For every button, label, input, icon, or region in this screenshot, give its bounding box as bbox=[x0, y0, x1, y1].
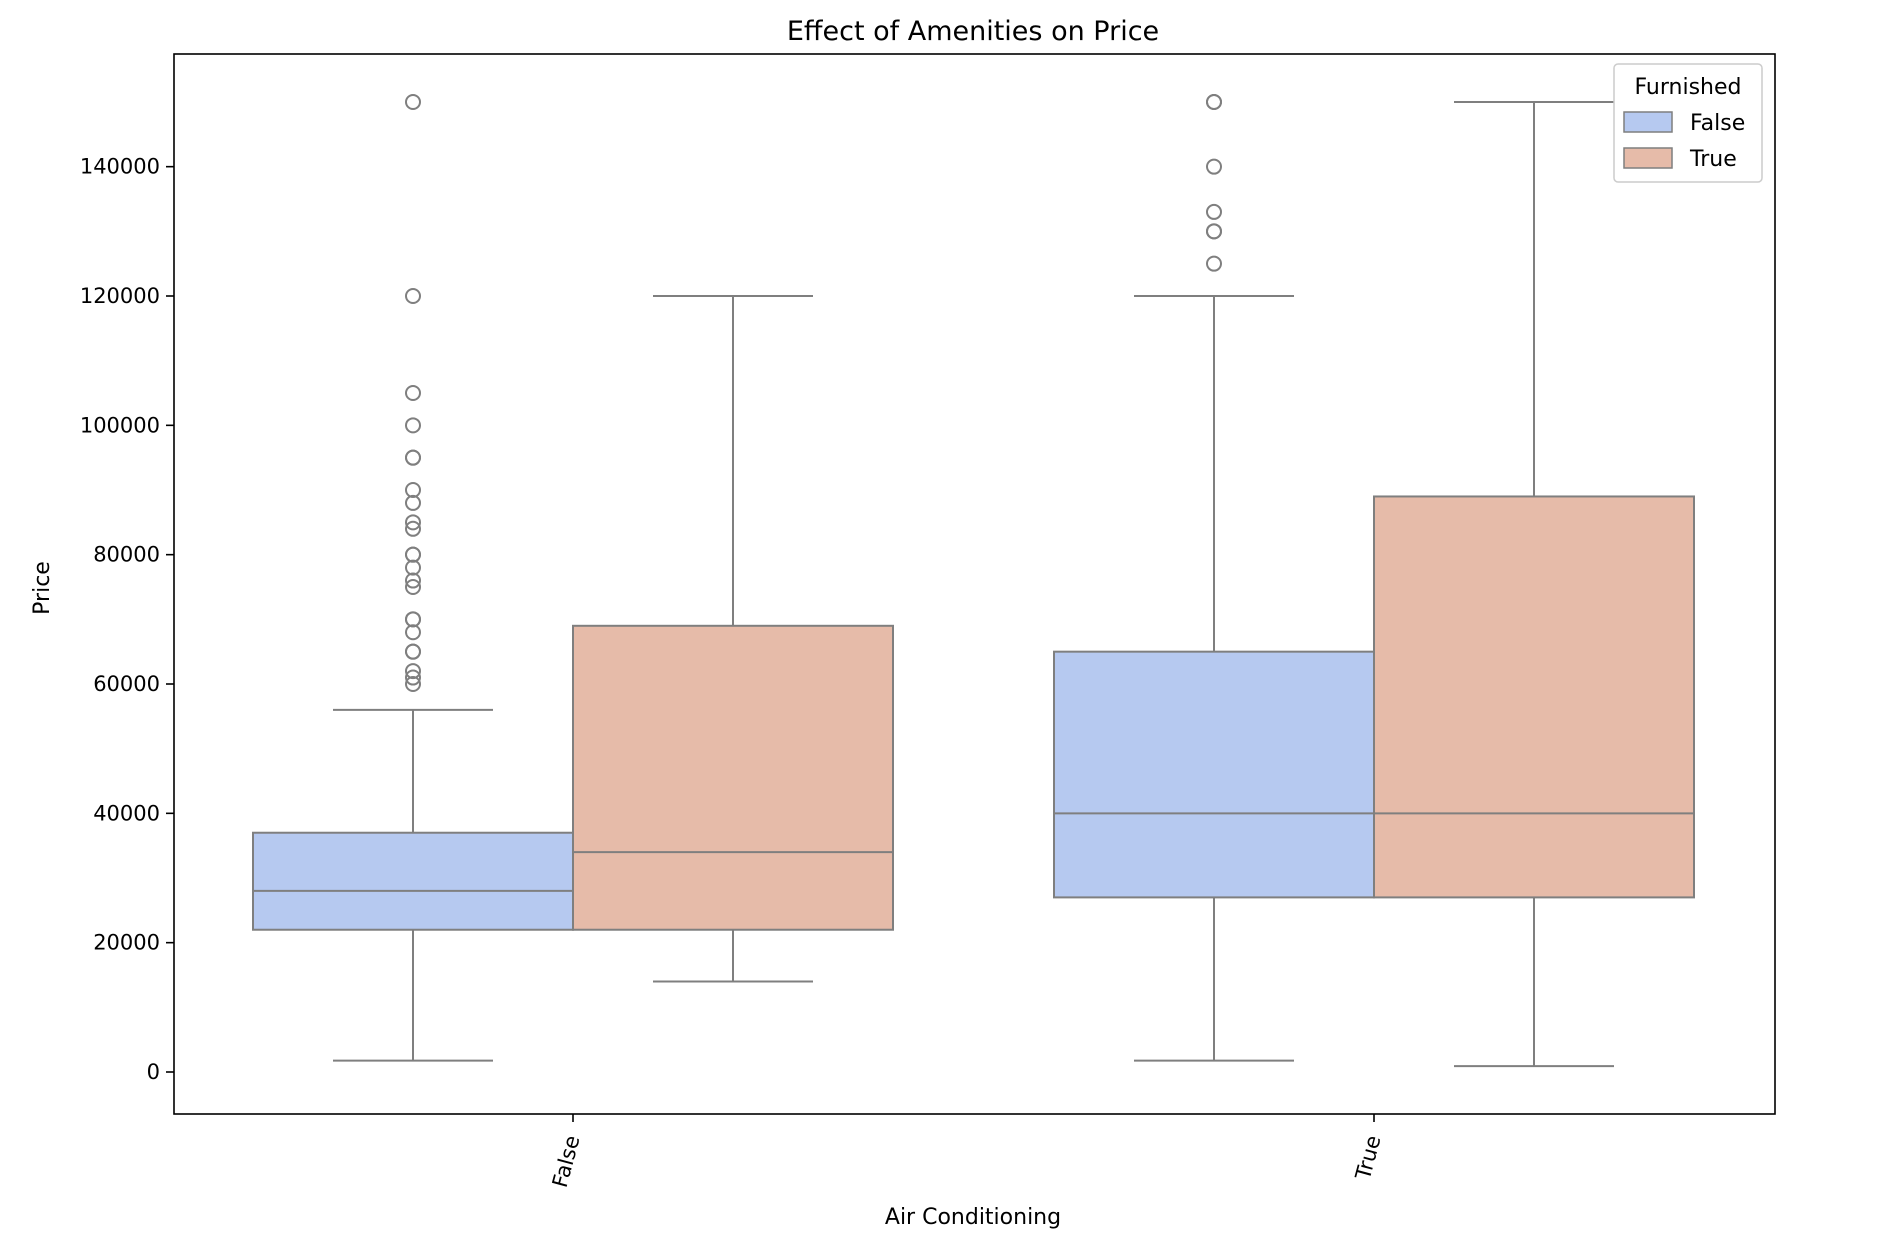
y-tick-label: 80000 bbox=[93, 543, 160, 567]
y-tick-label: 40000 bbox=[93, 801, 160, 825]
outlier-point bbox=[405, 494, 421, 511]
legend-label-false: False bbox=[1690, 111, 1745, 136]
y-tick-label: 60000 bbox=[93, 672, 160, 696]
outlier-point bbox=[405, 385, 421, 401]
outlier-point bbox=[405, 94, 421, 110]
box-iqr bbox=[1053, 650, 1375, 899]
y-tick-label: 140000 bbox=[80, 155, 160, 179]
outlier-point bbox=[1206, 158, 1222, 175]
outlier-point bbox=[405, 449, 421, 466]
x-axis: False True bbox=[548, 1114, 1386, 1190]
y-axis-label: Price bbox=[30, 561, 55, 615]
outlier-point bbox=[405, 643, 421, 660]
outlier-point bbox=[1206, 223, 1222, 240]
box-group-true-true bbox=[1373, 101, 1695, 1068]
outlier-point bbox=[405, 624, 421, 641]
chart-title: Effect of Amenities on Price bbox=[787, 16, 1159, 47]
box-group-false-true bbox=[1053, 94, 1375, 1062]
outlier-point bbox=[405, 669, 421, 686]
box-iqr bbox=[252, 831, 574, 931]
outlier-point bbox=[405, 579, 421, 595]
outlier-point bbox=[1206, 94, 1222, 110]
outlier-point bbox=[405, 546, 421, 563]
legend: Furnished False True bbox=[1613, 63, 1763, 183]
legend-swatch-true bbox=[1623, 147, 1673, 169]
y-tick-label: 0 bbox=[147, 1060, 160, 1084]
box-group-true-false bbox=[572, 295, 894, 983]
y-axis: 0 20000 40000 60000 80000 100000 120000 140000 bbox=[80, 155, 174, 1084]
outlier-point bbox=[405, 514, 421, 531]
plot-marks bbox=[252, 94, 1695, 1068]
box-iqr bbox=[572, 624, 894, 931]
x-tick-label: True bbox=[1351, 1133, 1386, 1183]
legend-label-true: True bbox=[1689, 147, 1737, 172]
outlier-point bbox=[1206, 255, 1222, 272]
outlier-point bbox=[405, 417, 421, 434]
plot-frame bbox=[173, 53, 1776, 1115]
outlier-point bbox=[405, 663, 421, 680]
outlier-point bbox=[405, 482, 421, 498]
box-group-false-false bbox=[252, 94, 574, 1062]
outlier-point bbox=[405, 572, 421, 589]
x-tick-label: False bbox=[548, 1133, 585, 1190]
legend-title: Furnished bbox=[1634, 75, 1741, 100]
outlier-point bbox=[405, 611, 421, 628]
legend-swatch-false bbox=[1623, 111, 1673, 133]
y-tick-label: 20000 bbox=[93, 931, 160, 955]
outlier-point bbox=[1206, 203, 1222, 220]
x-axis-label: Air Conditioning bbox=[885, 1205, 1061, 1230]
outlier-point bbox=[405, 676, 421, 692]
y-tick-label: 100000 bbox=[80, 413, 160, 437]
outlier-point bbox=[405, 559, 421, 576]
outlier-point bbox=[405, 520, 421, 537]
outlier-point bbox=[405, 288, 421, 304]
box-iqr bbox=[1373, 495, 1695, 899]
y-tick-label: 120000 bbox=[80, 284, 160, 308]
